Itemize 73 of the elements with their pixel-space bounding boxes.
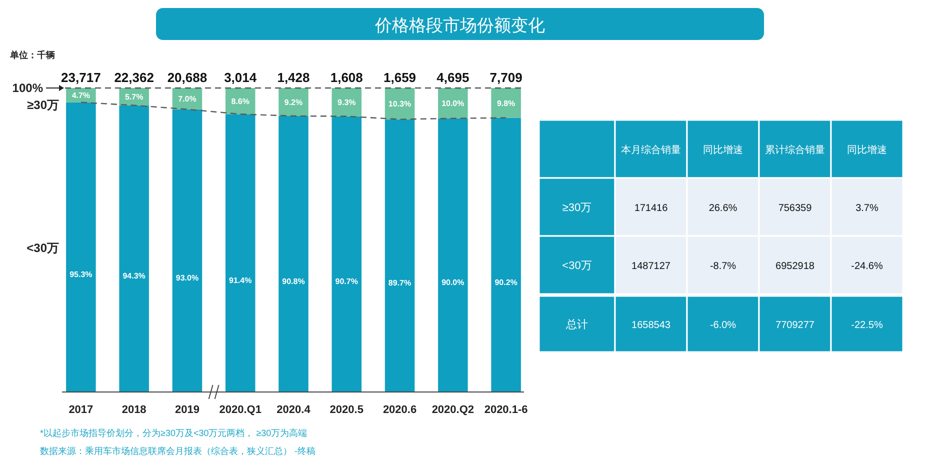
bar	[66, 102, 96, 392]
data-label: 94.3%	[122, 272, 146, 281]
text: 171416	[634, 203, 668, 214]
bar	[332, 116, 362, 392]
data-label: 9.8%	[496, 98, 516, 108]
bar	[384, 119, 415, 392]
category-label: 总计	[566, 319, 588, 331]
text: 单位：千辆	[9, 50, 55, 60]
data-label: 10.3%	[388, 100, 412, 109]
data-label: 5.7%	[124, 92, 144, 102]
annotation: 23,717	[61, 70, 101, 85]
annotation: 22,362	[114, 70, 154, 85]
x-tick-label: 2020.6	[382, 404, 417, 416]
category-label: 累计综合销量	[765, 144, 825, 156]
bar	[225, 114, 256, 392]
data-label: 89.7%	[388, 278, 412, 288]
data-label: 90.2%	[494, 278, 518, 287]
data-label: 90.0%	[442, 278, 464, 288]
text: 1658543	[632, 320, 670, 331]
text: 6952918	[776, 261, 814, 272]
x-tick-label: 2019	[174, 404, 200, 416]
bar	[278, 116, 308, 392]
series-label: <30万	[26, 241, 59, 256]
annotation: 1,428	[277, 70, 310, 85]
category-label: 本月综合销量	[621, 144, 681, 156]
series-label: ≥30万	[27, 98, 59, 112]
source-note: 数据来源：乘用车市场信息联席会月报表（综合表，狭义汇总） -终稿	[40, 446, 316, 456]
annotation: 1,608	[330, 70, 363, 85]
text: -6.0%	[710, 320, 736, 331]
bar	[438, 118, 468, 392]
text: *以起步市场指导价划分，分为≥30万及<30万元两档， ≥30万为高端	[40, 428, 308, 438]
data-label: 9.2%	[284, 98, 303, 107]
data-label: 9.3%	[338, 98, 356, 108]
bar	[172, 109, 202, 392]
category-label: 同比增速	[703, 144, 743, 156]
data-label: 4.7%	[72, 91, 90, 100]
x-tick-label: 2020.5	[330, 404, 364, 416]
data-label: 91.4%	[229, 276, 252, 286]
annotation: 20,688	[167, 70, 208, 85]
y-tick-label: 100%	[12, 81, 44, 95]
text: 7709277	[776, 320, 814, 331]
text: -22.5%	[851, 320, 883, 331]
bar	[119, 105, 149, 392]
data-label: 95.3%	[70, 270, 92, 280]
annotation: 4,695	[436, 70, 470, 85]
x-tick-label: 2020.1-6	[484, 404, 528, 416]
data-label: 7.0%	[178, 94, 196, 104]
text: -8.7%	[710, 261, 736, 272]
x-tick-label: 2018	[122, 404, 146, 416]
text: 3.7%	[856, 203, 878, 214]
bar	[491, 118, 521, 392]
data-label: 8.6%	[231, 97, 250, 106]
text: 1487127	[632, 261, 670, 272]
x-tick-label: 2020.Q2	[432, 404, 474, 416]
x-tick-label: 2020.Q1	[219, 404, 262, 416]
text: 756359	[778, 203, 812, 214]
chart-title: 价格格段市场份额变化	[374, 16, 545, 35]
bar	[278, 88, 308, 116]
category-label: <30万	[562, 260, 592, 272]
annotation: 3,014	[224, 70, 258, 85]
x-tick-label: 2017	[68, 404, 94, 416]
category-label: ≥30万	[562, 202, 592, 214]
data-label: 10.0%	[442, 99, 464, 108]
text: 26.6%	[708, 203, 738, 214]
data-label: 90.7%	[335, 277, 358, 286]
data-label: 90.8%	[282, 276, 305, 286]
text: -24.6%	[851, 261, 883, 272]
bar	[491, 88, 521, 118]
annotation: 7,709	[490, 70, 522, 85]
category-label: 同比增速	[847, 144, 887, 156]
data-label: 93.0%	[176, 274, 199, 283]
x-tick-label: 2020.4	[276, 404, 312, 416]
annotation: 1,659	[384, 70, 416, 85]
